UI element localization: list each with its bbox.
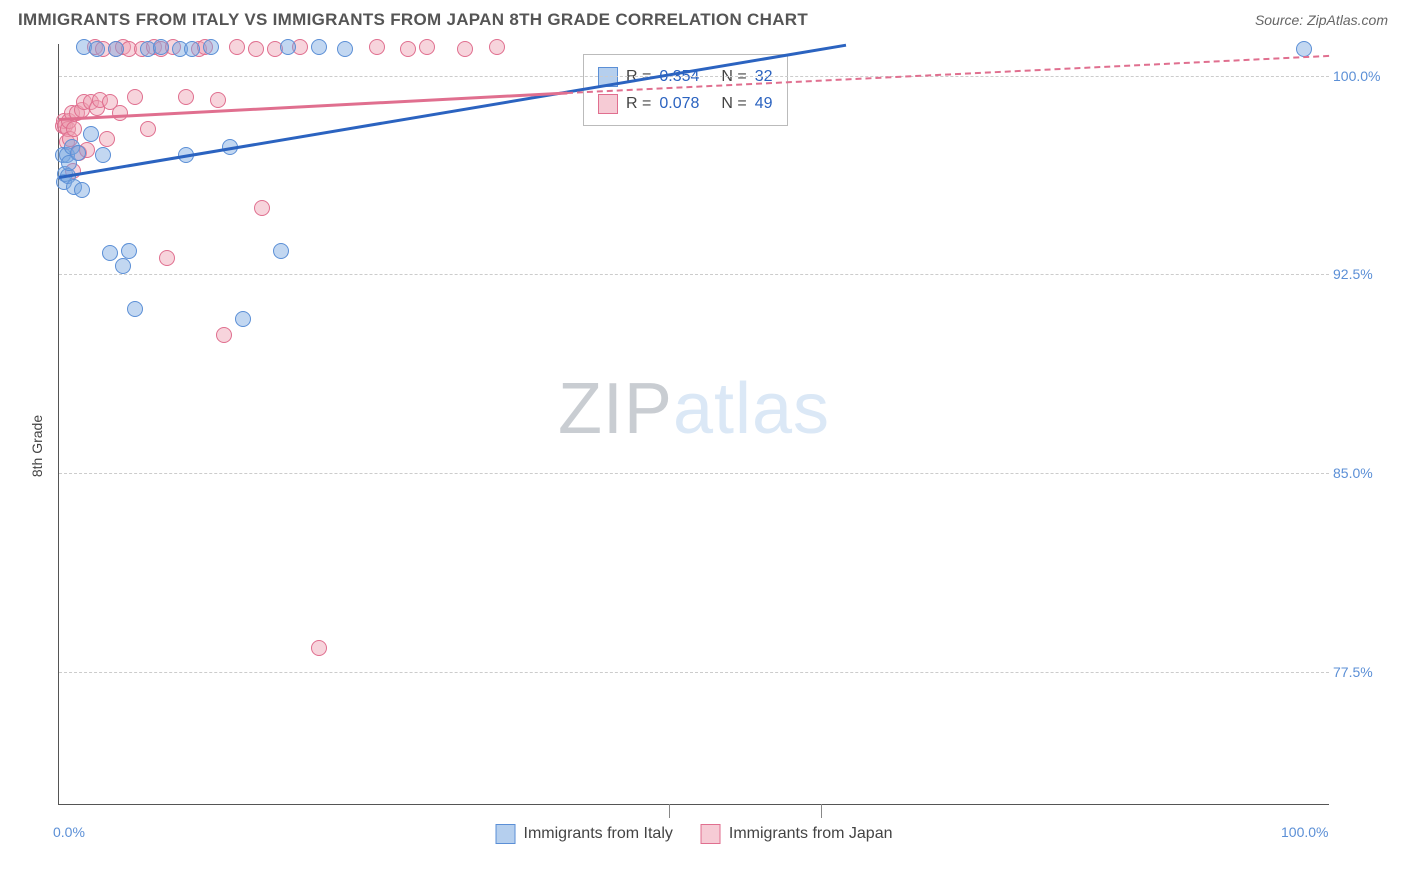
japan-point — [159, 250, 175, 266]
japan-point — [254, 200, 270, 216]
japan-point — [127, 89, 143, 105]
stat-n-value: 49 — [755, 90, 773, 117]
japan-point — [400, 41, 416, 57]
plot-area: ZIPatlas R = 0.354N = 32R = 0.078N = 49 … — [58, 44, 1329, 805]
italy-point — [153, 39, 169, 55]
japan-point — [140, 121, 156, 137]
gridline — [59, 473, 1329, 474]
x-tick — [821, 804, 822, 818]
legend-swatch — [598, 94, 618, 114]
stat-n-label: N = — [721, 90, 746, 117]
japan-point — [66, 121, 82, 137]
italy-point — [184, 41, 200, 57]
japan-point — [112, 105, 128, 121]
source-label: Source: ZipAtlas.com — [1255, 12, 1388, 28]
italy-point — [311, 39, 327, 55]
italy-point — [95, 147, 111, 163]
japan-point — [178, 89, 194, 105]
japan-point — [369, 39, 385, 55]
stats-row: R = 0.078 N = 49 — [598, 90, 773, 117]
italy-point — [121, 243, 137, 259]
italy-point — [102, 245, 118, 261]
italy-point — [108, 41, 124, 57]
japan-point — [99, 131, 115, 147]
watermark: ZIPatlas — [558, 368, 830, 450]
gridline — [59, 274, 1329, 275]
chart-container: ZIPatlas R = 0.354N = 32R = 0.078N = 49 … — [42, 44, 1386, 824]
gridline — [59, 76, 1329, 77]
japan-point — [419, 39, 435, 55]
italy-point — [74, 182, 90, 198]
legend-item: Immigrants from Japan — [701, 824, 893, 844]
stat-r-label: R = — [626, 90, 651, 117]
italy-point — [235, 311, 251, 327]
legend-swatch — [701, 824, 721, 844]
japan-point — [229, 39, 245, 55]
japan-point — [216, 327, 232, 343]
y-tick-label: 100.0% — [1333, 68, 1387, 84]
watermark-atlas: atlas — [673, 369, 830, 449]
chart-title: IMMIGRANTS FROM ITALY VS IMMIGRANTS FROM… — [18, 10, 808, 30]
japan-point — [489, 39, 505, 55]
italy-point — [273, 243, 289, 259]
x-tick-label: 0.0% — [53, 824, 85, 840]
series-legend: Immigrants from Italy Immigrants from Jap… — [496, 824, 893, 844]
legend-label: Immigrants from Italy — [524, 825, 673, 843]
legend-item: Immigrants from Italy — [496, 824, 673, 844]
italy-point — [70, 145, 86, 161]
italy-point — [280, 39, 296, 55]
italy-point — [83, 126, 99, 142]
italy-point — [115, 258, 131, 274]
gridline — [59, 672, 1329, 673]
japan-point — [457, 41, 473, 57]
y-tick-label: 92.5% — [1333, 266, 1387, 282]
legend-swatch — [496, 824, 516, 844]
y-tick-label: 77.5% — [1333, 664, 1387, 680]
japan-point — [311, 640, 327, 656]
italy-point — [203, 39, 219, 55]
japan-point — [210, 92, 226, 108]
stat-r-value: 0.078 — [659, 90, 699, 117]
watermark-zip: ZIP — [558, 369, 673, 449]
japan-point — [248, 41, 264, 57]
legend-label: Immigrants from Japan — [729, 825, 893, 843]
x-tick — [669, 804, 670, 818]
italy-point — [337, 41, 353, 57]
x-tick-label: 100.0% — [1281, 824, 1328, 840]
y-tick-label: 85.0% — [1333, 465, 1387, 481]
italy-point — [127, 301, 143, 317]
italy-point — [89, 41, 105, 57]
